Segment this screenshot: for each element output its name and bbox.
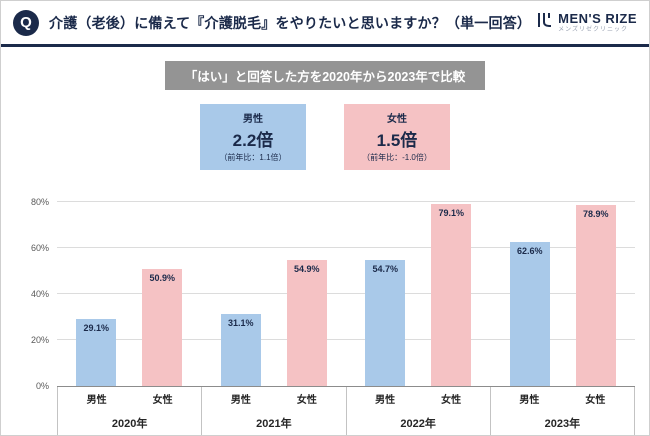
chart-group-2020年: 29.1% 50.9%: [57, 202, 202, 386]
bar-value-label: 79.1%: [438, 208, 465, 219]
category-label: 2021年: [256, 418, 292, 430]
question-icon: Q: [13, 9, 39, 36]
series-label-male: 男性: [519, 395, 540, 406]
mens-rize-logo-icon: [536, 11, 554, 34]
category-cell: 男性 女性 2023年: [491, 387, 635, 435]
highlight-group-label: 男性: [243, 114, 263, 125]
highlight-note: （前年比：-1.0倍）: [362, 153, 432, 162]
highlight-boxes: 男性 2.2倍 （前年比：1.1倍） 女性 1.5倍 （前年比：-1.0倍）: [1, 104, 649, 170]
highlight-female: 女性 1.5倍 （前年比：-1.0倍）: [344, 104, 450, 170]
logo-subtext: メンズリゼクリニック: [558, 26, 629, 33]
bar-value-label: 78.9%: [582, 208, 609, 219]
series-label-female: 女性: [585, 395, 606, 406]
y-tick-label: 0%: [35, 381, 49, 391]
mens-rize-logo: MEN'S RIZE メンズリゼクリニック: [536, 11, 637, 34]
series-label-female: 女性: [441, 395, 462, 406]
highlight-group-label: 女性: [387, 114, 407, 125]
series-label-male: 男性: [230, 395, 251, 406]
bar-value-label: 62.6%: [516, 246, 543, 257]
page-title: 介護（老後）に備えて『介護脱毛』をやりたいと思いますか？（単一回答）: [49, 14, 532, 31]
highlight-male: 男性 2.2倍 （前年比：1.1倍）: [200, 104, 306, 170]
bar-male: 29.1%: [76, 319, 117, 386]
series-label-male: 男性: [375, 395, 396, 406]
bar-female: 54.9%: [286, 259, 327, 386]
category-cell: 男性 女性 2022年: [347, 387, 491, 435]
y-tick-label: 40%: [30, 289, 49, 299]
chart-group-2023年: 62.6% 78.9%: [491, 202, 636, 386]
y-tick-label: 80%: [30, 197, 49, 207]
series-label-female: 女性: [152, 395, 173, 406]
y-axis-labels: 0% 20% 40% 60% 80%: [11, 197, 57, 391]
series-label-row: 男性 女性: [202, 391, 345, 406]
logo-text: MEN'S RIZE: [558, 11, 637, 27]
highlight-value: 1.5倍: [376, 131, 418, 150]
y-tick-label: 60%: [30, 243, 49, 253]
bar-male: 62.6%: [509, 242, 550, 386]
chart-group-2021年: 31.1% 54.9%: [202, 202, 347, 386]
category-label: 2022年: [400, 418, 436, 430]
gridline: [57, 339, 635, 340]
bar-female: 79.1%: [431, 204, 472, 386]
series-label-row: 男性 女性: [347, 391, 490, 406]
plot-column: 29.1% 50.9% 31.1% 54.9% 54.7% 79.1% 62.6% 78.9%…: [57, 201, 636, 435]
chart-group-2022年: 54.7% 79.1%: [346, 202, 491, 386]
series-label-row: 男性 女性: [58, 391, 201, 406]
highlight-value: 2.2倍: [232, 131, 274, 150]
plot-area: 29.1% 50.9% 31.1% 54.9% 54.7% 79.1% 62.6% 78.9%: [57, 201, 636, 387]
x-axis-labels: 男性 女性 2020年 男性 女性 2021年 男性 女性 2022年 男性 女性 2023年: [57, 387, 635, 435]
category-label: 2023年: [544, 418, 581, 430]
bar-female: 50.9%: [142, 268, 183, 386]
series-label-female: 女性: [296, 395, 317, 406]
bar-female: 78.9%: [575, 204, 616, 386]
bar-value-label: 50.9%: [149, 272, 176, 283]
y-tick-label: 20%: [30, 335, 49, 345]
category-label: 2020年: [111, 418, 148, 430]
comparison-badge: 「はい」と回答した方を2020年から2023年で比較: [164, 61, 486, 90]
bar-male: 54.7%: [365, 260, 406, 386]
highlight-note: （前年比：1.1倍）: [219, 153, 287, 162]
series-label-male: 男性: [86, 395, 107, 406]
bar-chart: 0% 20% 40% 60% 80% 29.1% 50.9% 31.1% 54.9% 54.7%…: [11, 197, 636, 435]
series-label-row: 男性 女性: [491, 391, 634, 406]
gridline: [57, 201, 635, 202]
category-cell: 男性 女性 2021年: [202, 387, 347, 435]
bar-value-label: 54.7%: [372, 264, 399, 275]
bar-male: 31.1%: [220, 314, 261, 386]
header: Q 介護（老後）に備えて『介護脱毛』をやりたいと思いますか？（単一回答） MEN…: [1, 1, 649, 47]
gridline: [57, 293, 635, 294]
category-cell: 男性 女性 2020年: [57, 387, 203, 435]
logo-text-wrap: MEN'S RIZE メンズリゼクリニック: [558, 11, 637, 33]
bar-value-label: 54.9%: [293, 263, 320, 274]
bar-value-label: 31.1%: [227, 318, 254, 329]
bar-value-label: 29.1%: [83, 323, 110, 334]
gridline: [57, 247, 635, 248]
